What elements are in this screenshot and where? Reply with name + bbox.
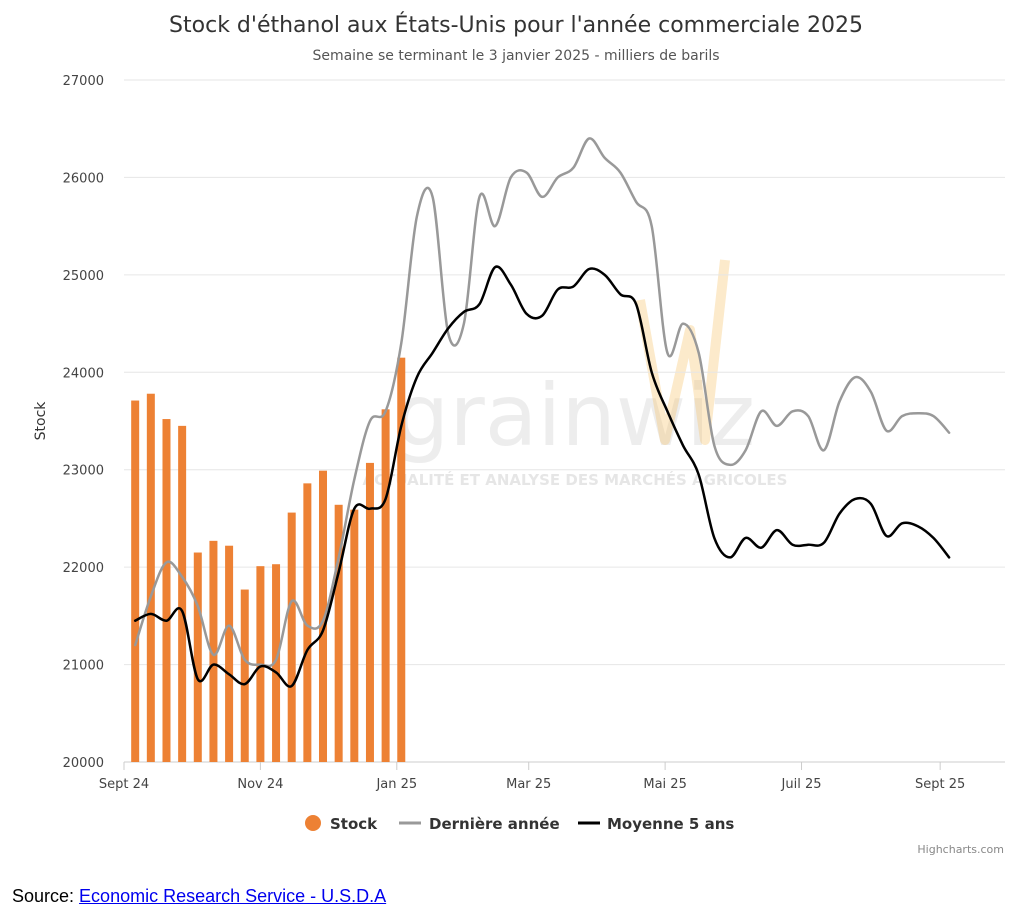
x-tick-label: Jan 25 <box>375 777 417 792</box>
y-tick-label: 24000 <box>63 366 104 381</box>
stock-bar[interactable] <box>303 483 312 762</box>
stock-bars <box>131 357 406 762</box>
source-line: Source: Economic Research Service - U.S.… <box>12 886 386 907</box>
stock-bar[interactable] <box>334 504 343 762</box>
x-tick-label: Sept 25 <box>915 777 965 792</box>
legend-item-last-year[interactable]: Dernière année <box>399 815 560 833</box>
stock-bar[interactable] <box>319 470 328 762</box>
x-axis-ticks: Sept 24 Nov 24 Jan 25 Mar 25 Mai 25 Juil 25 Se… <box>99 761 1005 792</box>
grainwiz-watermark: grainwiz ACTUALITÉ ET ANALYSE DES MARCHÉ… <box>363 259 788 489</box>
y-tick-label: 23000 <box>63 464 104 479</box>
stock-bar[interactable] <box>350 509 359 762</box>
y-tick-label: 26000 <box>63 171 104 186</box>
y-tick-label: 21000 <box>63 659 104 674</box>
x-tick-label: Mar 25 <box>506 777 551 792</box>
legend-stock-symbol <box>305 815 321 831</box>
highcharts-credits[interactable]: Highcharts.com <box>917 843 1004 856</box>
ethanol-stock-chart: grainwiz ACTUALITÉ ET ANALYSE DES MARCHÉ… <box>33 12 1005 856</box>
line-series <box>133 137 951 688</box>
x-tick-label: Juil 25 <box>781 777 822 792</box>
stock-bar[interactable] <box>272 564 281 762</box>
stock-bar[interactable] <box>178 425 187 762</box>
stock-bar[interactable] <box>365 462 374 762</box>
x-tick-label: Mai 25 <box>643 777 686 792</box>
chart-title: Stock d'éthanol aux États-Unis pour l'an… <box>169 12 863 38</box>
five-year-avg-line[interactable] <box>133 265 951 688</box>
legend-last-year-label: Dernière année <box>429 815 560 833</box>
legend-five-year-avg-label: Moyenne 5 ans <box>607 815 734 833</box>
y-axis-ticks: 20000 21000 22000 23000 24000 25000 26000 27000 <box>63 74 104 771</box>
stock-bar[interactable] <box>397 357 406 762</box>
y-tick-label: 27000 <box>63 74 104 89</box>
stock-bar[interactable] <box>146 393 155 762</box>
source-prefix: Source: <box>12 886 80 906</box>
legend-stock-label: Stock <box>330 815 378 833</box>
y-tick-label: 22000 <box>63 561 104 576</box>
watermark-logo-text: grainwiz <box>395 366 755 466</box>
x-tick-label: Nov 24 <box>237 777 283 792</box>
y-tick-label: 20000 <box>63 756 104 771</box>
stock-bar[interactable] <box>131 400 140 762</box>
last-year-line[interactable] <box>133 137 951 668</box>
stock-bar[interactable] <box>209 540 218 762</box>
legend: Stock Dernière année Moyenne 5 ans <box>305 815 734 833</box>
legend-item-five-year-avg[interactable]: Moyenne 5 ans <box>578 815 734 833</box>
x-tick-label: Sept 24 <box>99 777 149 792</box>
y-axis-title: Stock <box>33 401 49 441</box>
stock-bar[interactable] <box>225 545 234 762</box>
chart-subtitle: Semaine se terminant le 3 janvier 2025 -… <box>312 48 719 64</box>
source-link[interactable]: Economic Research Service - U.S.D.A <box>79 886 387 906</box>
legend-item-stock[interactable]: Stock <box>305 815 378 833</box>
stock-bar[interactable] <box>287 512 296 762</box>
stock-bar[interactable] <box>381 409 390 762</box>
stock-bar[interactable] <box>162 419 171 762</box>
stock-bar[interactable] <box>193 552 202 762</box>
watermark-tagline: ACTUALITÉ ET ANALYSE DES MARCHÉS AGRICOL… <box>363 470 788 489</box>
y-tick-label: 25000 <box>63 269 104 284</box>
stock-bar[interactable] <box>240 589 249 762</box>
